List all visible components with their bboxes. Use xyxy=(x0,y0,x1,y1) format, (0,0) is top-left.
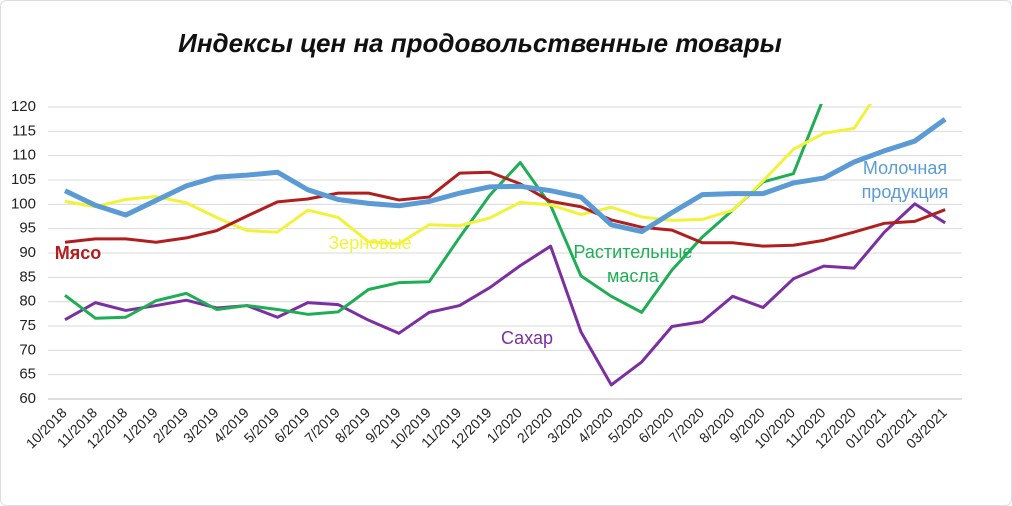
series-label: Зерновые xyxy=(328,233,412,253)
y-tick-label: 70 xyxy=(19,341,36,358)
series-line xyxy=(64,104,873,246)
series-label: Сахар xyxy=(500,328,554,348)
y-tick-label: 95 xyxy=(19,220,36,237)
y-tick-label: 90 xyxy=(19,244,36,261)
y-tick-label: 105 xyxy=(11,171,36,188)
y-tick-label: 120 xyxy=(11,98,36,115)
series-label: Растительные масла xyxy=(573,242,693,286)
y-tick-label: 115 xyxy=(12,122,36,139)
series-line xyxy=(64,170,946,248)
chart-title: Индексы цен на продовольственные товары xyxy=(178,28,782,58)
y-tick-label: 85 xyxy=(19,268,36,285)
plot xyxy=(63,104,947,387)
y-tick-label: 80 xyxy=(19,293,36,310)
series-label: Молочная продукция xyxy=(861,158,949,202)
y-tick-label: 65 xyxy=(19,366,36,383)
y-tick-label: 60 xyxy=(19,390,36,407)
y-tick-label: 100 xyxy=(11,195,36,212)
series-line xyxy=(63,117,947,235)
y-tick-label: 110 xyxy=(12,147,36,164)
series-label: Мясо xyxy=(54,243,102,263)
y-tick-label: 75 xyxy=(19,317,36,334)
